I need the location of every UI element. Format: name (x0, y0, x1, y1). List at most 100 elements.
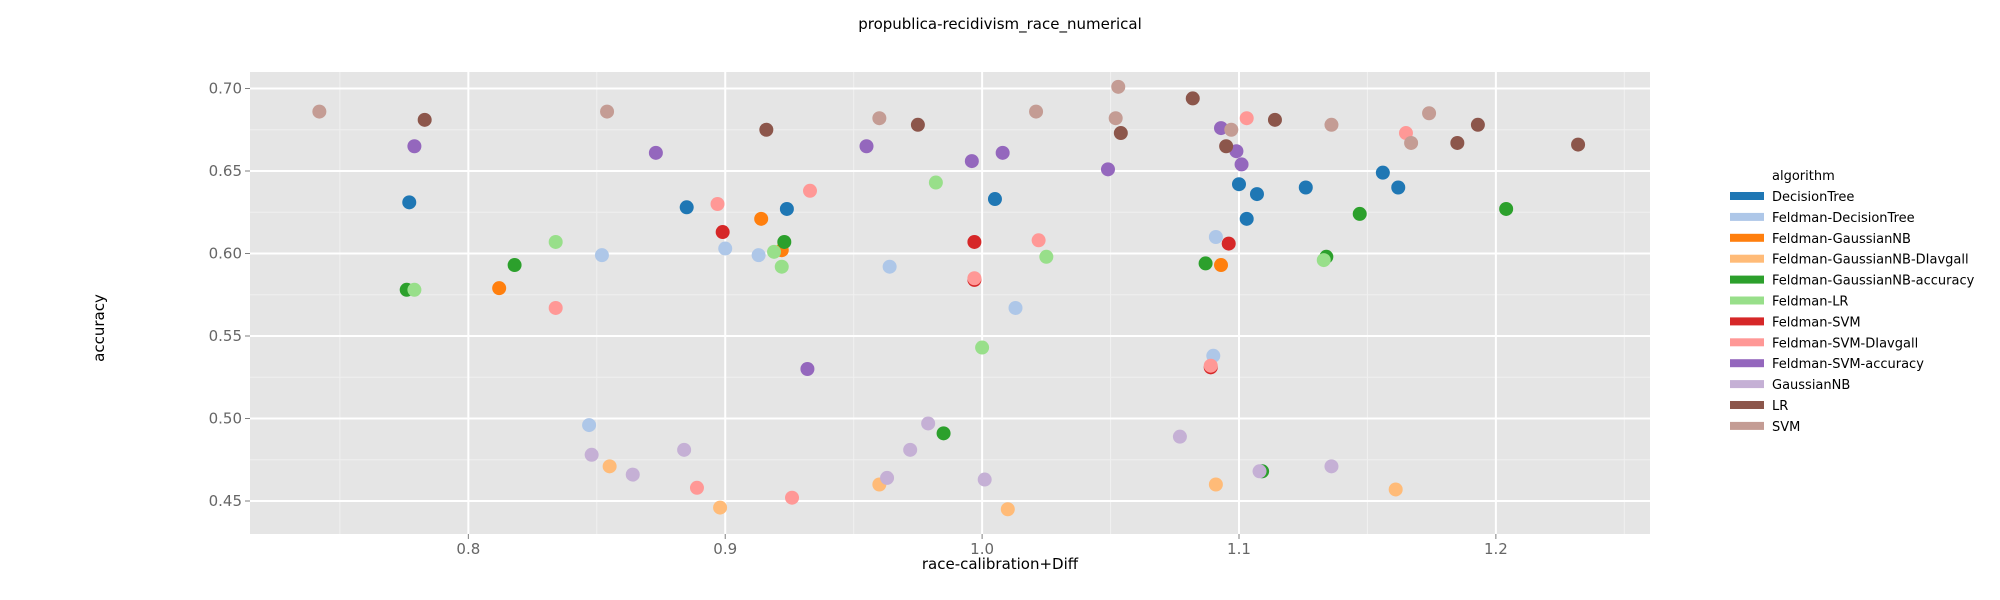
chart-title: propublica-recidivism_race_numerical (858, 15, 1142, 34)
point-feldman-gaussiannb-accuracy (777, 234, 792, 249)
legend-swatch-feldman-lr (1730, 296, 1764, 305)
point-feldman-svm-accuracy (407, 139, 422, 154)
legend-swatch-feldman-decisiontree (1730, 212, 1764, 221)
legend-swatch-feldman-svm-diavgall (1730, 338, 1764, 347)
point-feldman-gaussiannb (754, 211, 769, 226)
point-feldman-svm-diavgall (1203, 358, 1218, 373)
plot-area (250, 72, 1650, 534)
point-feldman-gaussiannb-diavgall (602, 459, 617, 474)
point-svm (312, 104, 327, 119)
point-feldman-gaussiannb-accuracy (1198, 256, 1213, 271)
point-feldman-svm-accuracy (800, 362, 815, 376)
point-feldman-decisiontree (751, 248, 766, 263)
legend-swatch-feldman-gaussiannb-accuracy (1730, 275, 1764, 284)
minor-gridlines (250, 72, 1650, 534)
point-feldman-svm-diavgall (1031, 233, 1046, 248)
point-feldman-gaussiannb (1214, 258, 1229, 273)
point-feldman-svm-accuracy (995, 145, 1010, 160)
point-feldman-gaussiannb-diavgall (1388, 482, 1403, 497)
point-gaussiannb (977, 472, 992, 487)
point-feldman-gaussiannb-accuracy (1499, 201, 1514, 216)
point-feldman-svm-diavgall (689, 480, 704, 495)
point-decisiontree (679, 200, 694, 215)
point-feldman-decisiontree (882, 259, 897, 274)
point-feldman-decisiontree (1008, 300, 1023, 315)
point-feldman-svm-diavgall (967, 271, 982, 286)
point-feldman-decisiontree (594, 248, 609, 263)
legend-swatch-feldman-gaussiannb (1730, 233, 1764, 242)
legend-label-feldman-decisiontree: Feldman-DecisionTree (1772, 211, 1915, 226)
legend-swatch-svm (1730, 421, 1764, 430)
x-tick-label: 1.0 (970, 540, 994, 558)
point-feldman-gaussiannb-diavgall (713, 500, 728, 515)
legend-swatch-feldman-svm-accuracy (1730, 359, 1764, 368)
point-svm (872, 111, 887, 126)
point-lr (1185, 91, 1200, 106)
point-feldman-svm (967, 234, 982, 249)
point-feldman-svm-accuracy (859, 139, 874, 154)
x-tick-label: 1.1 (1227, 540, 1251, 558)
point-feldman-gaussiannb-accuracy (936, 426, 951, 441)
point-feldman-svm-diavgall (548, 300, 563, 315)
point-decisiontree (402, 195, 417, 210)
point-feldman-svm-diavgall (803, 183, 817, 198)
point-gaussiannb (584, 447, 599, 462)
point-lr (1267, 112, 1282, 127)
point-feldman-svm-accuracy (1214, 121, 1229, 136)
point-lr (1219, 139, 1234, 154)
legend-label-feldman-svm: Feldman-SVM (1772, 315, 1861, 330)
y-axis-label: accuracy (90, 294, 108, 362)
legend-label-feldman-svm-diavgall: Feldman-SVM-DIavgall (1772, 336, 1918, 351)
point-feldman-lr (767, 244, 782, 259)
y-axis-ticks: 0.45 0.50 0.55 0.60 0.65 0.70 (209, 80, 250, 510)
point-feldman-gaussiannb-diavgall (1208, 477, 1223, 492)
legend-label-feldman-gaussiannb-accuracy: Feldman-GaussianNB-accuracy (1772, 274, 1975, 289)
legend-label-lr: LR (1772, 399, 1788, 414)
point-feldman-lr (975, 340, 990, 355)
point-feldman-svm-diavgall (1239, 111, 1254, 126)
point-decisiontree (1298, 180, 1313, 195)
legend-swatch-feldman-gaussiannb-diavgall (1730, 254, 1764, 263)
legend-title: algorithm (1772, 169, 1835, 184)
point-svm (1108, 111, 1123, 126)
x-tick-label: 0.9 (713, 540, 737, 558)
point-lr (1571, 137, 1586, 152)
point-lr (1470, 117, 1485, 132)
point-decisiontree (1231, 177, 1246, 192)
point-svm (1224, 122, 1239, 137)
point-feldman-lr (1039, 249, 1054, 264)
point-feldman-decisiontree (582, 418, 597, 433)
legend-label-feldman-gaussiannb: Feldman-GaussianNB (1772, 232, 1911, 247)
point-svm (1029, 104, 1044, 119)
point-lr (759, 122, 774, 137)
point-feldman-lr (1316, 253, 1331, 268)
point-decisiontree (1239, 211, 1254, 226)
point-feldman-svm-diavgall (710, 197, 725, 211)
legend-swatch-lr (1730, 401, 1764, 409)
point-svm (1324, 117, 1339, 132)
data-points (312, 79, 1586, 517)
legend-swatch-feldman-svm (1730, 317, 1764, 326)
point-feldman-lr (407, 282, 422, 297)
point-feldman-lr (548, 234, 563, 249)
x-axis-label: race-calibration+Diff (922, 555, 1079, 573)
major-gridlines (250, 72, 1650, 534)
point-svm (1111, 79, 1126, 94)
point-feldman-svm-diavgall (785, 490, 800, 505)
point-feldman-gaussiannb-diavgall (1000, 502, 1015, 517)
point-decisiontree (1391, 180, 1406, 195)
legend-label-svm: SVM (1772, 420, 1800, 435)
point-decisiontree (779, 201, 794, 216)
point-feldman-svm-accuracy (964, 154, 979, 169)
y-tick-label: 0.55 (209, 327, 242, 345)
point-decisiontree (1249, 187, 1264, 202)
point-feldman-svm-accuracy (1234, 157, 1249, 172)
point-feldman-decisiontree (1208, 230, 1223, 244)
x-axis-ticks: 0.8 0.9 1.0 1.1 1.2 (456, 534, 1508, 558)
point-feldman-decisiontree (718, 241, 733, 256)
point-svm (1404, 135, 1419, 150)
point-gaussiannb (625, 467, 640, 482)
point-feldman-gaussiannb (492, 281, 507, 296)
point-decisiontree (987, 192, 1002, 207)
